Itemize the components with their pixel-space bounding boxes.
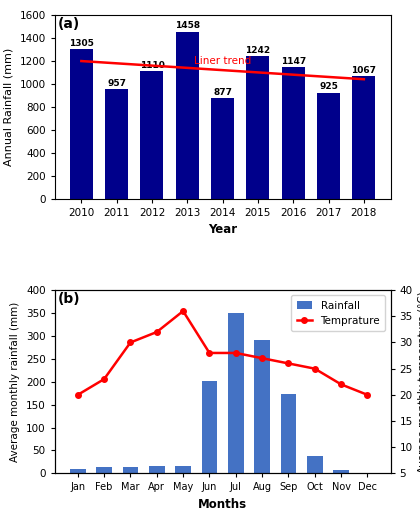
Bar [317, 93, 340, 199]
Bar [352, 76, 375, 199]
Text: 1242: 1242 [245, 46, 270, 55]
Y-axis label: Average monthly temperature (°C): Average monthly temperature (°C) [418, 291, 420, 473]
Text: 1067: 1067 [352, 66, 376, 75]
X-axis label: Year: Year [208, 223, 237, 236]
Text: 957: 957 [107, 78, 126, 88]
Y-axis label: Average monthly rainfall (mm): Average monthly rainfall (mm) [10, 302, 20, 462]
Bar [307, 457, 323, 473]
Y-axis label: Annual Rainfall (mm): Annual Rainfall (mm) [4, 48, 14, 166]
Bar [333, 470, 349, 473]
Bar [105, 89, 128, 199]
Text: 925: 925 [319, 82, 338, 91]
Bar [149, 466, 165, 473]
X-axis label: Months: Months [198, 498, 247, 509]
Text: Liner trend: Liner trend [194, 56, 252, 66]
Text: (a): (a) [58, 17, 80, 31]
Bar [141, 71, 163, 199]
Text: (b): (b) [58, 292, 81, 306]
Text: 1305: 1305 [69, 39, 94, 48]
Bar [247, 56, 269, 199]
Text: 1458: 1458 [175, 21, 200, 30]
Bar [70, 469, 86, 473]
Bar [176, 32, 199, 199]
Bar [96, 467, 112, 473]
Text: 877: 877 [213, 88, 232, 97]
Text: 1147: 1147 [281, 57, 306, 66]
Bar [202, 381, 217, 473]
Bar [123, 467, 138, 473]
Bar [228, 313, 244, 473]
Legend: Rainfall, Temprature: Rainfall, Temprature [291, 295, 386, 331]
Bar [211, 98, 234, 199]
Bar [254, 340, 270, 473]
Bar [281, 394, 297, 473]
Text: 1110: 1110 [139, 61, 164, 70]
Bar [70, 49, 93, 199]
Bar [282, 67, 304, 199]
Bar [175, 467, 191, 473]
